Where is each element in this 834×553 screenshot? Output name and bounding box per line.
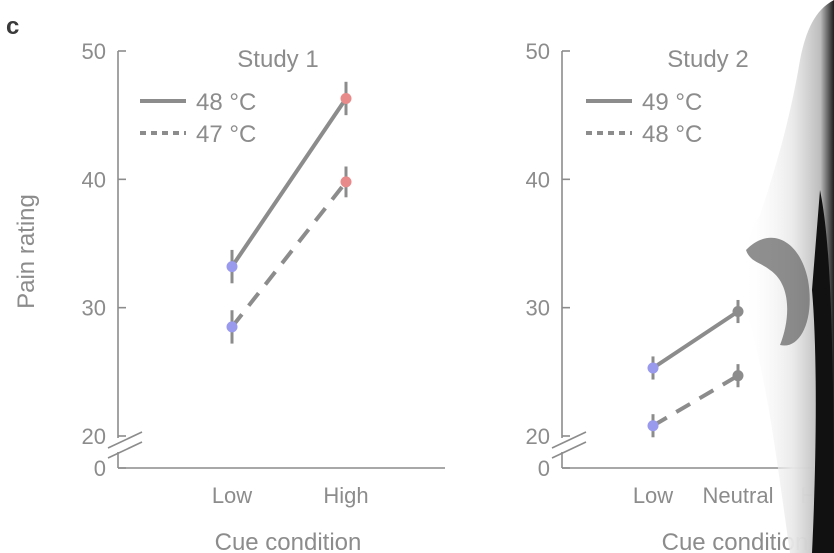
legend-label: 47 °C: [196, 121, 256, 148]
axis-break-mark: [107, 441, 143, 459]
data-point: [340, 92, 352, 104]
y-tick-label-zero: 0: [94, 456, 106, 481]
x-tick-label: Neutral: [703, 483, 774, 508]
y-tick-label: 20: [82, 424, 106, 449]
y-tick-label: 20: [526, 424, 550, 449]
y-tick-label: 30: [526, 296, 550, 321]
data-point: [732, 370, 744, 382]
panel-title: Study 1: [237, 46, 318, 73]
photo-shadow: [812, 190, 834, 553]
series-line: [230, 97, 348, 268]
data-point: [732, 306, 744, 318]
legend-label: 48 °C: [642, 121, 702, 148]
x-tick-label: High: [323, 483, 368, 508]
y-tick-label-zero: 0: [538, 456, 550, 481]
axis-break-mark: [551, 431, 587, 449]
photo-ear-shape: [746, 237, 810, 346]
panel-title: Study 2: [667, 46, 748, 73]
legend-label: 48 °C: [196, 89, 256, 116]
y-tick-label: 40: [526, 167, 550, 192]
x-axis-label: Cue condition: [215, 529, 362, 553]
chart-panel-study-1: 50 40 30 20 0 Pain rating Low High Cue condition…: [13, 39, 445, 553]
data-point: [226, 321, 238, 333]
x-axis-label: Cue condition: [662, 529, 809, 553]
series-line: [651, 309, 740, 370]
x-tick-label: Low: [633, 483, 673, 508]
panel-letter: c: [6, 13, 19, 40]
y-tick-label: 50: [526, 39, 550, 64]
data-point: [340, 176, 352, 188]
series-line: [651, 373, 740, 428]
cropped-photo-overlay: [742, 0, 834, 553]
y-axis-label: Pain rating: [13, 194, 40, 309]
y-tick-label: 30: [82, 296, 106, 321]
y-tick-label: 40: [82, 167, 106, 192]
axis-break-mark: [551, 441, 587, 459]
x-tick-label: Low: [212, 483, 252, 508]
data-point: [647, 420, 659, 432]
axis-break-mark: [107, 431, 143, 449]
data-point: [226, 261, 238, 273]
y-tick-label: 50: [82, 39, 106, 64]
series-line: [230, 180, 348, 329]
legend-label: 49 °C: [642, 89, 702, 116]
data-point: [647, 362, 659, 374]
